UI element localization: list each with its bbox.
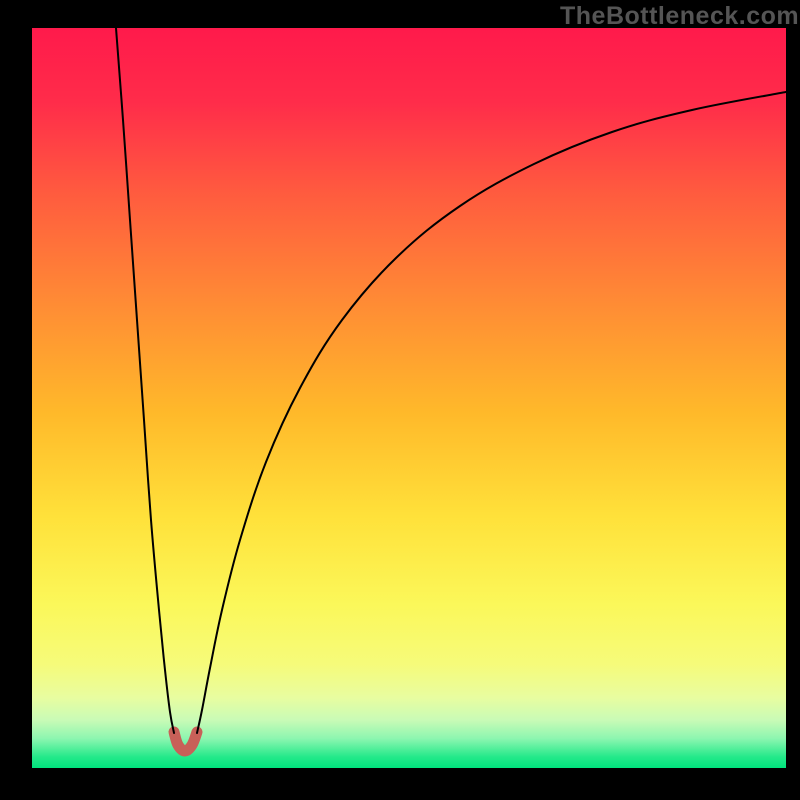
watermark-text: TheBottleneck.com: [560, 2, 799, 31]
chart-svg: [0, 0, 800, 800]
gradient-background: [32, 28, 786, 768]
